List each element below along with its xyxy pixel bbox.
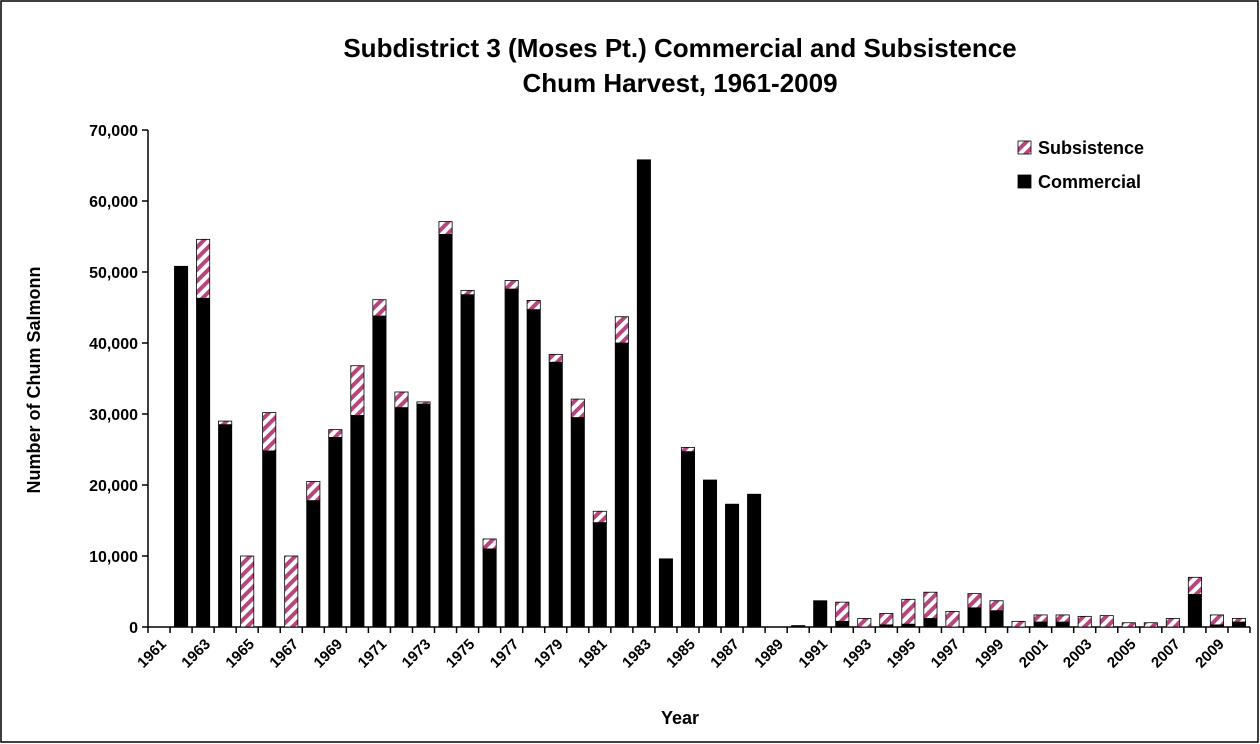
bar-segment (504, 288, 519, 628)
y-axis-title: Number of Chum Salmonn (24, 266, 44, 493)
bar-segment (1187, 593, 1202, 628)
bar-segment (262, 450, 277, 628)
bar-segment (328, 437, 343, 628)
bar-segment (1033, 621, 1048, 628)
bar-segment (306, 500, 321, 628)
bar-segment (394, 391, 409, 409)
bar-segment (725, 503, 740, 628)
bar-segment (680, 451, 695, 628)
bar-segment (1121, 622, 1136, 628)
bar-segment (1209, 614, 1224, 626)
bar-segment (482, 548, 497, 628)
bar-segment (570, 398, 585, 418)
y-tick-label: 70,000 (89, 123, 138, 140)
bar-segment (813, 600, 828, 628)
bar-segment (306, 481, 321, 502)
y-tick-label: 10,000 (89, 549, 138, 566)
bar-segment (438, 233, 453, 628)
bar-segment (1077, 615, 1092, 628)
y-tick-label: 30,000 (89, 407, 138, 424)
bar-segment (460, 290, 475, 296)
bar-segment (438, 221, 453, 235)
bar-segment (416, 401, 431, 405)
bar-segment (460, 294, 475, 628)
bar-segment (1143, 622, 1158, 628)
y-tick-label: 60,000 (89, 194, 138, 211)
bar-segment (350, 415, 365, 628)
y-tick-label: 50,000 (89, 265, 138, 282)
bar-segment (1231, 618, 1246, 623)
bar-segment (614, 342, 629, 628)
bar-segment (1187, 576, 1202, 595)
legend-swatch (1017, 174, 1032, 189)
legend-label: Subsistence (1038, 138, 1144, 158)
bar-segment (967, 607, 982, 628)
bar-segment (703, 479, 718, 628)
bar-segment (967, 593, 982, 609)
y-tick-label: 20,000 (89, 478, 138, 495)
bar-segment (1099, 615, 1114, 628)
bar-segment (1033, 614, 1048, 623)
bar-segment (680, 446, 695, 453)
bar-segment (526, 299, 541, 311)
bar-segment (945, 610, 960, 628)
bar-segment (262, 412, 277, 452)
bar-segment (835, 601, 850, 622)
bar-segment (174, 265, 189, 628)
bar-segment (196, 297, 211, 628)
bar-segment (901, 598, 916, 625)
bar-segment (747, 493, 762, 628)
y-tick-label: 40,000 (89, 336, 138, 353)
bar-segment (614, 316, 629, 344)
bar-segment (791, 625, 806, 628)
bar-segment (218, 420, 233, 426)
bar-segment (416, 403, 431, 628)
bar-segment (482, 538, 497, 550)
bar-segment (1011, 620, 1026, 628)
x-axis-title: Year (661, 708, 699, 728)
bar-segment (923, 618, 938, 628)
bar-segment (196, 238, 211, 299)
bar-segment (394, 407, 409, 628)
bar-segment (350, 365, 365, 416)
bar-segment (372, 315, 387, 628)
bar-segment (526, 309, 541, 628)
bar-segment (592, 522, 607, 628)
bar-segment (1055, 614, 1070, 623)
bar-segment (504, 280, 519, 290)
bar-segment (989, 610, 1004, 628)
bar-segment (901, 623, 916, 628)
bar-segment (1165, 618, 1180, 628)
bar-segment (879, 613, 894, 626)
bar-segment (548, 353, 563, 363)
bar-segment (1055, 621, 1070, 628)
chart-title: Subdistrict 3 (Moses Pt.) Commercial and… (343, 33, 1016, 63)
bar-segment (548, 361, 563, 628)
bar-segment (240, 555, 255, 628)
bar-segment (570, 417, 585, 628)
bar-segment (1231, 621, 1246, 628)
bar-segment (857, 618, 872, 628)
bar-segment (989, 600, 1004, 612)
bar-segment (284, 555, 299, 628)
legend-label: Commercial (1038, 172, 1141, 192)
bar-segment (636, 159, 651, 628)
bar-segment (923, 591, 938, 619)
bar-segment (218, 424, 233, 628)
chart-title: Chum Harvest, 1961-2009 (522, 68, 837, 98)
bar-segment (592, 510, 607, 524)
y-tick-label: 0 (129, 620, 138, 637)
bar-segment (328, 429, 343, 438)
bar-segment (658, 558, 673, 628)
bar-segment (835, 620, 850, 628)
legend-swatch (1017, 140, 1032, 155)
bar-segment (372, 299, 387, 317)
